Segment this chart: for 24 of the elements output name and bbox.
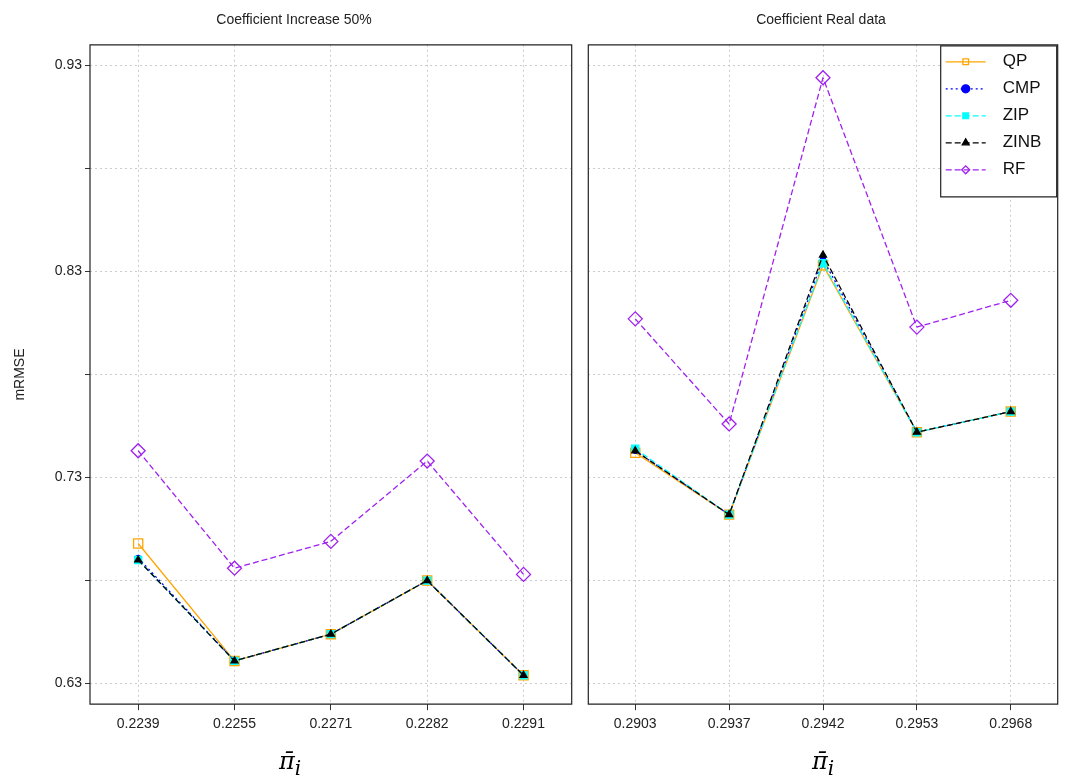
x-tick-label: 0.2953 bbox=[895, 715, 939, 732]
x-tick-label: 0.2282 bbox=[405, 715, 449, 732]
chart-title: Coefficient Increase 50% bbox=[216, 11, 372, 28]
y-tick-label: 0.83 bbox=[54, 262, 83, 279]
legend-label: ZINB bbox=[1002, 132, 1042, 152]
x-axis-title: π̄$_{i}$ bbox=[277, 747, 303, 782]
x-tick-label: 0.2968 bbox=[989, 715, 1033, 732]
legend-label: CMP bbox=[1002, 78, 1041, 98]
x-axis-title: π̄$_{i}$ bbox=[810, 747, 836, 782]
x-tick-label: 0.2942 bbox=[801, 715, 845, 732]
x-tick-label: 0.2255 bbox=[213, 715, 257, 732]
legend-label: QP bbox=[1002, 51, 1028, 71]
y-tick-label: 0.63 bbox=[54, 674, 83, 691]
x-tick-label: 0.2271 bbox=[309, 715, 353, 732]
x-tick-label: 0.2291 bbox=[502, 715, 546, 732]
x-tick-label: 0.2903 bbox=[613, 715, 657, 732]
legend-label: ZIP bbox=[1002, 105, 1030, 125]
x-tick-label: 0.2239 bbox=[116, 715, 160, 732]
x-tick-label: 0.2937 bbox=[707, 715, 751, 732]
y-tick-label: 0.93 bbox=[54, 56, 83, 73]
legend-label: RF bbox=[1002, 159, 1026, 179]
y-axis-title: mRMSE bbox=[11, 348, 28, 401]
chart-title: Coefficient Real data bbox=[756, 11, 887, 28]
y-tick-label: 0.73 bbox=[54, 468, 83, 485]
